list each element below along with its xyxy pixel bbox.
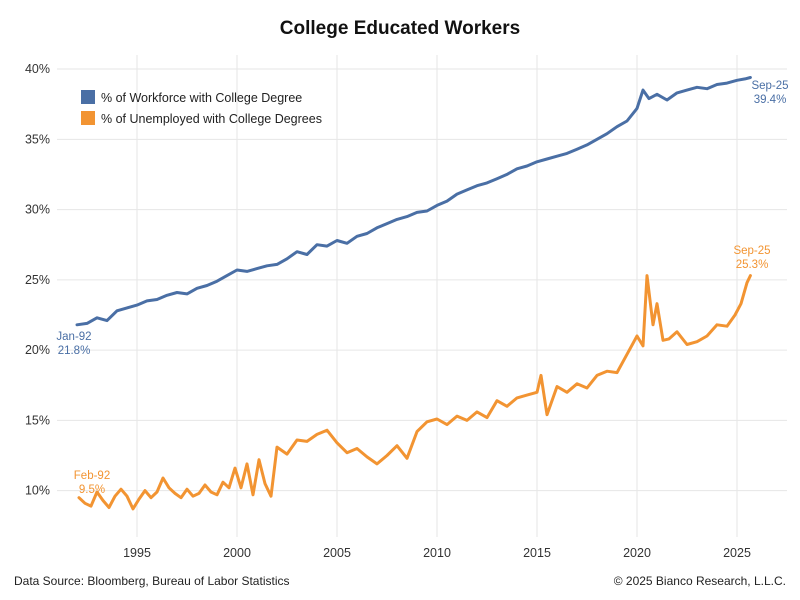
x-tick-label: 1995 (123, 546, 151, 560)
x-tick-label: 2005 (323, 546, 351, 560)
x-tick-label: 2020 (623, 546, 651, 560)
unemployed-end-value: 25.3% (736, 259, 769, 271)
y-tick-label: 10% (25, 484, 50, 498)
y-tick-label: 35% (25, 132, 50, 146)
legend-label-workforce: % of Workforce with College Degree (101, 91, 302, 105)
x-tick-label: 2025 (723, 546, 751, 560)
workforce-start-value: 21.8% (58, 345, 91, 357)
legend-label-unemployed: % of Unemployed with College Degrees (101, 112, 322, 126)
workforce-start-date: Jan-92 (56, 331, 91, 343)
footer-source: Data Source: Bloomberg, Bureau of Labor … (14, 574, 290, 588)
x-tick-label: 2015 (523, 546, 551, 560)
grid-layer (57, 55, 787, 537)
footer-copyright: © 2025 Bianco Research, L.L.C. (613, 574, 786, 588)
x-tick-label: 2010 (423, 546, 451, 560)
unemployed-end-date: Sep-25 (733, 245, 770, 257)
legend-swatch-workforce (81, 90, 95, 104)
series-line-unemployed (77, 274, 752, 511)
annotation-layer: Jan-92 21.8% Sep-25 39.4% Feb-92 9.5% Se… (56, 80, 788, 496)
series-layer (75, 76, 752, 511)
workforce-end-value: 39.4% (754, 94, 787, 106)
legend-swatch-unemployed (81, 111, 95, 125)
series-line-workforce (75, 76, 752, 327)
y-tick-label: 20% (25, 343, 50, 357)
y-tick-label: 15% (25, 413, 50, 427)
chart-title: College Educated Workers (279, 18, 521, 39)
unemployed-start-value: 9.5% (79, 484, 105, 496)
axis-layer: 10% 15% 20% 25% 30% 35% 40% 1995 2000 2005 2010 201… (25, 62, 751, 560)
y-tick-label: 25% (25, 273, 50, 287)
x-tick-label: 2000 (223, 546, 251, 560)
y-tick-label: 30% (25, 203, 50, 217)
unemployed-start-date: Feb-92 (74, 470, 110, 482)
y-tick-label: 40% (25, 62, 50, 76)
workforce-end-date: Sep-25 (751, 80, 788, 92)
legend: % of Workforce with College Degree % of … (81, 90, 322, 126)
